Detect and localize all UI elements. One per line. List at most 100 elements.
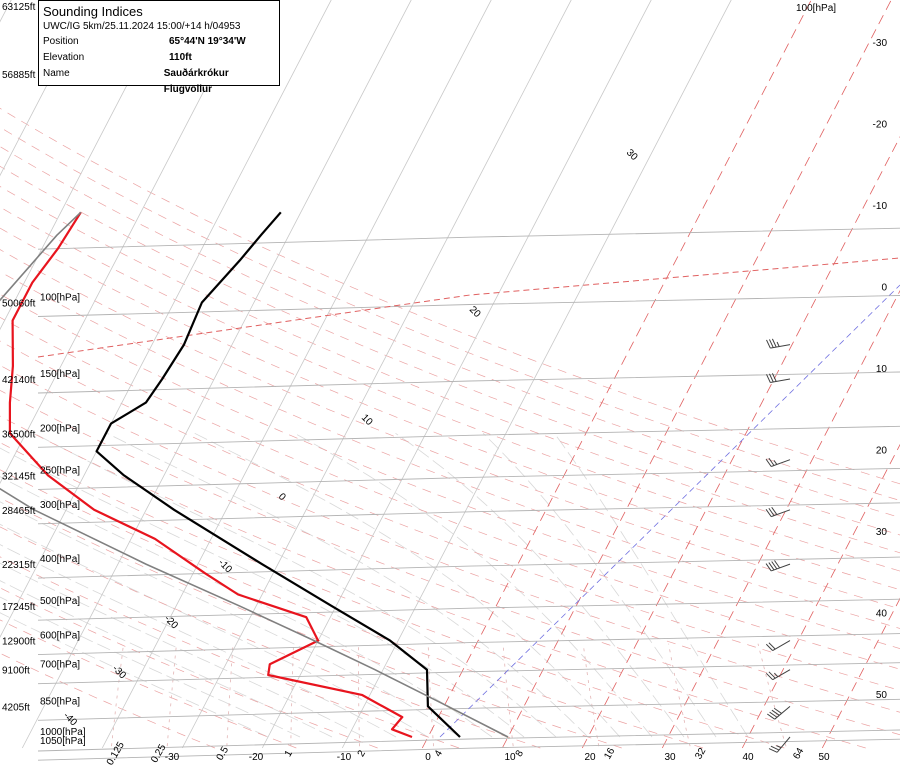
moist-adiabat-line bbox=[0, 501, 461, 738]
moist-adiabat-line bbox=[0, 523, 429, 738]
wind-barb bbox=[767, 705, 791, 720]
altitude-label: 22315ft bbox=[2, 560, 36, 571]
isotherm-label: -30 bbox=[110, 663, 128, 681]
altitude-label: 42140ft bbox=[2, 375, 36, 386]
wind-barb-feather bbox=[768, 562, 775, 571]
pressure-label: 500[hPa] bbox=[40, 596, 80, 607]
bottom-axis-label: -30 bbox=[165, 752, 180, 763]
wind-barb-feather bbox=[773, 460, 778, 465]
dry-adiabat-line bbox=[0, 316, 900, 670]
wind-barb bbox=[765, 669, 791, 681]
altitude-label: 9100ft bbox=[2, 666, 30, 677]
wind-barb-staff bbox=[772, 669, 791, 681]
dry-adiabat-line bbox=[0, 389, 900, 736]
wind-barb-feather bbox=[771, 561, 778, 570]
wind-barb-feather bbox=[769, 339, 774, 348]
dry-adiabat-line bbox=[0, 227, 900, 591]
bottom-axis-label: 40 bbox=[742, 752, 754, 763]
wind-barb-feather bbox=[765, 643, 774, 651]
tropopause-line bbox=[37, 257, 900, 358]
wind-barb bbox=[765, 506, 791, 518]
position-value: 65°44'N 19°34'W bbox=[169, 36, 246, 47]
moist-adiabat-line bbox=[395, 432, 685, 738]
isotherm-line bbox=[0, 0, 172, 331]
wind-barb-feather bbox=[768, 671, 776, 679]
elevation-label: Elevation bbox=[43, 52, 85, 63]
wind-barb bbox=[765, 640, 791, 652]
right-axis-label: -20 bbox=[873, 120, 888, 131]
pressure-label: 700[hPa] bbox=[40, 660, 80, 671]
isobar-line bbox=[37, 633, 900, 656]
wind-barb-staff bbox=[770, 344, 791, 349]
bottom-axis-label: 50 bbox=[818, 752, 830, 763]
wind-barb-feather bbox=[765, 672, 774, 681]
wind-barb bbox=[766, 373, 791, 383]
mixing-ratio-line bbox=[358, 643, 360, 747]
isotherm-line bbox=[0, 0, 252, 485]
isobar-line bbox=[37, 662, 900, 685]
wind-barb-feather bbox=[768, 507, 775, 516]
pressure-label: 600[hPa] bbox=[40, 631, 80, 642]
moist-adiabat-line bbox=[482, 433, 717, 738]
right-axis-label: 30 bbox=[876, 527, 888, 538]
mixing-ratio-label: 8 bbox=[514, 748, 527, 759]
right-axis-label: 20 bbox=[876, 446, 888, 457]
isotherm-line bbox=[661, 289, 900, 749]
isobars bbox=[37, 227, 900, 761]
altitude-label: 56885ft bbox=[2, 70, 36, 81]
axis-labels: 50060ft100[hPa]42140ft150[hPa]36500ft200… bbox=[2, 2, 887, 767]
dry-adiabat-line bbox=[0, 442, 785, 749]
dry-adiabat-line bbox=[0, 271, 900, 629]
isobar-line bbox=[37, 227, 900, 250]
wind-barb-feather bbox=[771, 709, 780, 716]
mixing-ratio-line bbox=[427, 643, 434, 747]
isotherm-line bbox=[501, 0, 892, 749]
profile-lines bbox=[0, 211, 509, 739]
altitude-label: 36500ft bbox=[2, 429, 36, 440]
wind-barb-feather bbox=[765, 508, 772, 517]
wind-barb-feather bbox=[768, 457, 775, 466]
dry-adiabats bbox=[0, 107, 900, 749]
isotherm-label: 0 bbox=[276, 491, 288, 503]
position-label: Position bbox=[43, 36, 79, 47]
pressure-label: 200[hPa] bbox=[40, 423, 80, 434]
wind-barb-feather bbox=[769, 373, 774, 383]
isobar-line bbox=[37, 295, 900, 317]
dry-adiabat-line bbox=[0, 107, 900, 485]
sounding-indices-panel: Sounding Indices UWC/IG 5km/25.11.2024 1… bbox=[38, 0, 280, 95]
wind-barbs bbox=[765, 338, 791, 753]
moist-adiabat-line bbox=[33, 432, 557, 738]
dry-adiabat-line bbox=[0, 293, 900, 649]
isotherm-line bbox=[421, 0, 812, 749]
isotherm-line bbox=[261, 0, 652, 749]
pressure-label: 100[hPa] bbox=[796, 3, 836, 14]
wind-barb-feather bbox=[768, 642, 776, 650]
wind-barb-feather bbox=[771, 373, 777, 382]
freezing-line bbox=[439, 284, 900, 738]
wind-barb-feather bbox=[765, 563, 772, 572]
wind-barb-feather bbox=[773, 707, 782, 714]
isobar-line bbox=[37, 698, 900, 721]
mixing-ratio-line bbox=[757, 643, 787, 747]
wind-barb-feather bbox=[771, 506, 778, 515]
isotherm-line bbox=[0, 0, 332, 638]
dry-adiabat-line bbox=[0, 146, 900, 518]
name-row: Name Sauðárkrókur Flugvöllur bbox=[43, 66, 275, 98]
isobar-line bbox=[37, 467, 900, 490]
right-axis-label: 50 bbox=[876, 690, 888, 701]
wind-barb bbox=[765, 457, 791, 467]
wind-barb-staff bbox=[772, 640, 791, 652]
moist-adiabat-line bbox=[0, 447, 525, 738]
isotherm-line bbox=[341, 0, 732, 749]
panel-subtitle: UWC/IG 5km/25.11.2024 15:00/+14 h/04953 bbox=[43, 21, 241, 32]
wind-barb-feather bbox=[773, 672, 779, 678]
pressure-label: 150[hPa] bbox=[40, 369, 80, 380]
pressure-label: 100[hPa] bbox=[40, 293, 80, 304]
dry-adiabat-line bbox=[0, 126, 900, 501]
wind-barb-staff bbox=[770, 378, 791, 383]
mixing-ratio-label: 4 bbox=[433, 748, 446, 759]
isotherm-label: -40 bbox=[61, 710, 79, 728]
bottom-axis-label: 20 bbox=[584, 752, 596, 763]
mixing-ratio-line bbox=[290, 643, 294, 747]
